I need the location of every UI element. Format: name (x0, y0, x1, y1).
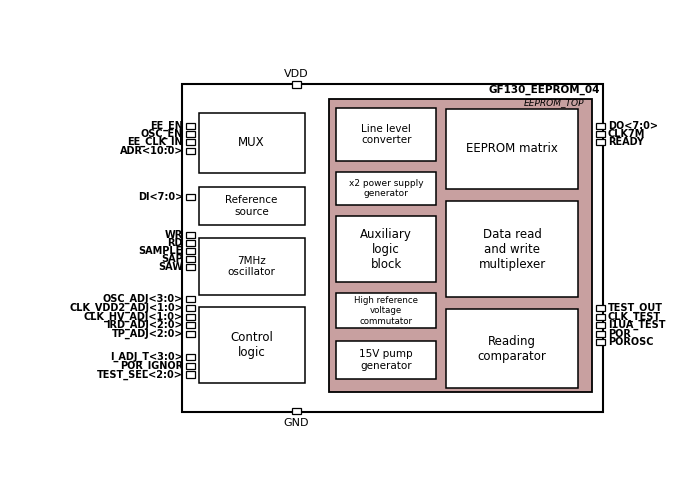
Text: SAP: SAP (161, 254, 183, 264)
Text: Control
logic: Control logic (230, 331, 273, 359)
Text: ADR<10:0>: ADR<10:0> (120, 146, 183, 156)
Bar (186, 131, 195, 137)
Bar (329, 99, 592, 392)
Text: POR: POR (608, 329, 631, 339)
Text: RD: RD (167, 238, 183, 248)
Bar (292, 82, 301, 88)
Bar (336, 341, 436, 380)
Bar (186, 148, 195, 154)
Bar (336, 293, 436, 328)
Bar (199, 113, 304, 173)
Text: Reference
source: Reference source (225, 195, 278, 217)
Text: CLK_HV_ADJ<1:0>: CLK_HV_ADJ<1:0> (84, 311, 183, 322)
Bar (199, 238, 304, 295)
Text: EEPROM_TOP: EEPROM_TOP (524, 98, 584, 107)
Bar (186, 363, 195, 369)
Bar (186, 371, 195, 377)
Text: WR: WR (164, 230, 183, 240)
Bar (336, 108, 436, 161)
Text: 15V pump
generator: 15V pump generator (359, 349, 413, 371)
Bar (596, 139, 605, 146)
Bar (199, 186, 304, 225)
Bar (186, 240, 195, 246)
Bar (596, 305, 605, 311)
Text: TEST_OUT: TEST_OUT (608, 303, 663, 313)
Bar (186, 354, 195, 360)
Bar (596, 339, 605, 345)
Bar (446, 201, 578, 297)
Bar (186, 296, 195, 302)
Bar (446, 109, 578, 188)
Bar (446, 309, 578, 389)
Text: Data read
and write
multiplexer: Data read and write multiplexer (478, 228, 545, 271)
Bar (186, 248, 195, 254)
Text: READY: READY (608, 138, 643, 147)
Text: MUX: MUX (238, 137, 265, 150)
Bar (186, 313, 195, 320)
Bar (596, 313, 605, 320)
Bar (596, 322, 605, 328)
Text: SAMPLE: SAMPLE (139, 246, 183, 256)
Bar (292, 408, 301, 414)
Text: POR_IGNOR: POR_IGNOR (120, 361, 183, 371)
Bar (186, 331, 195, 337)
Text: DO<7:0>: DO<7:0> (608, 120, 658, 131)
Text: Line level
converter: Line level converter (361, 123, 412, 145)
Text: EE_EN: EE_EN (150, 120, 183, 131)
Bar (186, 264, 195, 271)
Text: IRD_ADJ<2:0>: IRD_ADJ<2:0> (106, 320, 183, 330)
Text: Reading
comparator: Reading comparator (477, 335, 547, 363)
Bar (186, 194, 195, 200)
Text: CLK_TEST: CLK_TEST (608, 311, 661, 322)
Bar (596, 331, 605, 337)
Text: CLK7M: CLK7M (608, 129, 645, 139)
Text: I1UA_TEST: I1UA_TEST (608, 320, 665, 330)
Text: 7MHz
oscillator: 7MHz oscillator (228, 256, 276, 277)
Bar (596, 131, 605, 137)
Text: CLK_VDD2_ADJ<1:0>: CLK_VDD2_ADJ<1:0> (69, 303, 183, 313)
Bar (336, 217, 436, 282)
Bar (336, 172, 436, 205)
Text: EEPROM matrix: EEPROM matrix (466, 142, 558, 155)
Bar (186, 139, 195, 146)
Text: High reference
voltage
commutator: High reference voltage commutator (354, 296, 418, 326)
Text: Auxiliary
logic
block: Auxiliary logic block (360, 228, 412, 271)
Bar (186, 256, 195, 262)
Bar (186, 232, 195, 238)
Text: TP_ADJ<2:0>: TP_ADJ<2:0> (111, 329, 183, 339)
Bar (596, 122, 605, 129)
Text: POROSC: POROSC (608, 337, 653, 347)
Text: GF130_EEPROM_04: GF130_EEPROM_04 (489, 85, 600, 95)
Bar (186, 305, 195, 311)
Text: DI<7:0>: DI<7:0> (138, 192, 183, 202)
Text: TEST_SEL<2:0>: TEST_SEL<2:0> (97, 369, 183, 380)
Text: OSC_ADJ<3:0>: OSC_ADJ<3:0> (103, 294, 183, 304)
Text: OSC_EN: OSC_EN (141, 129, 183, 139)
Text: EE_CLK_IN: EE_CLK_IN (127, 137, 183, 148)
Text: GND: GND (284, 418, 309, 428)
Text: x2 power supply
generator: x2 power supply generator (349, 178, 424, 198)
Bar (186, 122, 195, 129)
Text: I_ADJ_T<3:0>: I_ADJ_T<3:0> (110, 352, 183, 362)
Text: SAW: SAW (158, 262, 183, 272)
Bar (199, 307, 304, 383)
Text: VDD: VDD (284, 69, 309, 79)
Bar (183, 84, 603, 412)
Bar (186, 322, 195, 328)
